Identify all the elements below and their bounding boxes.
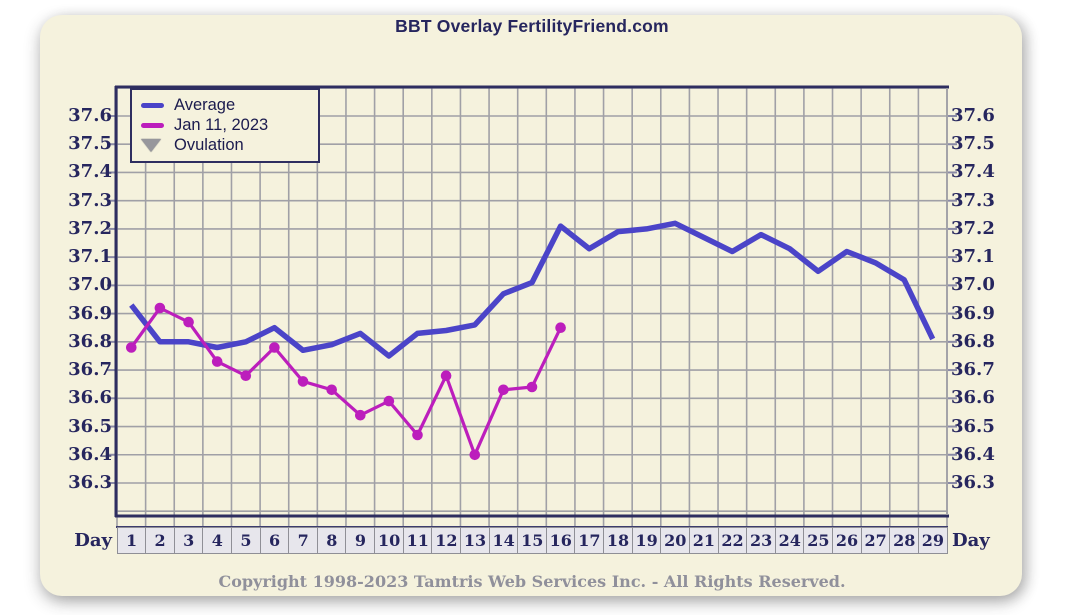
- y-axis-label: 37.1: [951, 246, 995, 268]
- y-axis-label: 37.3: [68, 189, 112, 211]
- day-cell: 20: [660, 527, 691, 554]
- day-cell: 8: [316, 527, 347, 554]
- day-cell: 29: [917, 527, 948, 554]
- y-axis-label: 37.5: [68, 133, 112, 155]
- overlay-data-point: [297, 376, 309, 387]
- y-axis-label: 37.4: [68, 161, 112, 183]
- y-axis-label: 37.5: [951, 133, 995, 155]
- y-axis-label: 36.7: [68, 359, 112, 381]
- average-line-icon: [141, 102, 165, 108]
- legend-label-average: Average: [174, 95, 236, 114]
- day-cell: 17: [574, 527, 605, 554]
- overlay-data-point: [469, 449, 481, 461]
- day-cell: 13: [459, 527, 490, 554]
- overlay-data-point: [240, 370, 252, 382]
- y-axis-label: 36.9: [68, 302, 112, 324]
- day-cell: 22: [717, 527, 748, 554]
- day-cell: 26: [832, 527, 863, 554]
- copyright: Copyright 1998-2023 Tamtris Web Services…: [218, 572, 846, 591]
- y-axis-label: 36.4: [951, 443, 995, 465]
- overlay-data-point: [269, 342, 280, 353]
- y-axis-label: 36.9: [951, 302, 995, 324]
- y-axis-label: 36.8: [951, 330, 995, 352]
- legend-label-overlay-date: Jan 11, 2023: [174, 115, 269, 134]
- y-axis-label: 37.0: [951, 274, 995, 296]
- y-axis-label: 36.5: [951, 415, 995, 437]
- y-axis-label: 37.6: [951, 105, 995, 126]
- ovulation-triangle-icon: [141, 138, 165, 152]
- y-axis-label: 36.8: [68, 330, 112, 352]
- day-cell: 19: [631, 527, 662, 554]
- y-axis-label: 36.4: [68, 443, 112, 465]
- overlay-data-point: [211, 356, 223, 367]
- day-cell: 7: [288, 527, 319, 554]
- day-cell: 3: [173, 527, 204, 554]
- y-axis-label: 36.6: [68, 387, 112, 409]
- day-cell: 25: [803, 527, 834, 554]
- day-cell: 15: [517, 527, 548, 554]
- legend-row-average: Average: [141, 95, 312, 115]
- y-axis-label: 36.7: [951, 359, 995, 381]
- day-cell: 24: [774, 527, 805, 554]
- day-cell: 2: [145, 527, 176, 554]
- overlay-data-point: [498, 384, 509, 396]
- y-axis-label: 36.6: [951, 387, 995, 409]
- overlay-data-point: [126, 342, 137, 353]
- legend-row-overlay-date: Jan 11, 2023: [141, 115, 312, 135]
- overlay-data-point: [440, 370, 452, 382]
- day-cell: 21: [688, 527, 719, 554]
- overlay-data-point: [412, 429, 423, 441]
- day-cell: 10: [374, 527, 405, 554]
- day-cell: 18: [603, 527, 634, 554]
- x-axis-title-right: Day: [952, 530, 990, 551]
- y-axis-label: 36.5: [68, 415, 112, 437]
- legend-label-ovulation: Ovulation: [174, 135, 244, 154]
- overlay-data-point: [526, 381, 538, 393]
- y-axis-label: 37.3: [951, 189, 995, 211]
- y-axis-label: 37.2: [68, 217, 112, 239]
- y-axis-label: 37.0: [68, 274, 112, 296]
- day-cell: 14: [488, 527, 519, 554]
- y-axis-label: 37.6: [68, 105, 112, 126]
- day-cell: 4: [202, 527, 233, 554]
- day-cell: 9: [345, 527, 376, 554]
- overlay-data-point: [383, 395, 395, 407]
- overlay-line-series: [130, 306, 563, 457]
- overlay-data-point: [183, 316, 194, 328]
- legend-row-ovulation: Ovulation: [141, 135, 312, 155]
- overlay-data-point: [154, 302, 166, 314]
- x-axis-title-left: Day: [74, 530, 112, 551]
- overlay-data-point: [326, 384, 338, 396]
- overlay-data-point: [355, 409, 366, 421]
- y-axis-label: 37.1: [68, 246, 112, 268]
- overlay-data-point: [555, 322, 566, 334]
- y-axis-label: 36.3: [951, 471, 995, 493]
- y-axis-label: 36.3: [68, 471, 112, 493]
- day-cell: 1: [116, 527, 147, 554]
- day-cell: 23: [746, 527, 777, 554]
- day-cell: 5: [230, 527, 261, 554]
- chart-title: BBT Overlay FertilityFriend.com: [395, 16, 669, 36]
- overlay-line-icon: [141, 122, 165, 128]
- day-cell: 12: [431, 527, 462, 554]
- day-cell: 27: [860, 527, 891, 554]
- legend: Average Jan 11, 2023 Ovulation: [130, 88, 320, 163]
- y-axis-label: 37.2: [951, 217, 995, 239]
- average-line-series: [129, 220, 936, 359]
- day-cell: 16: [545, 527, 576, 554]
- day-cell: 6: [259, 527, 290, 554]
- day-cell: 28: [889, 527, 920, 554]
- y-axis-label: 37.4: [951, 161, 995, 183]
- day-cell: 11: [402, 527, 433, 554]
